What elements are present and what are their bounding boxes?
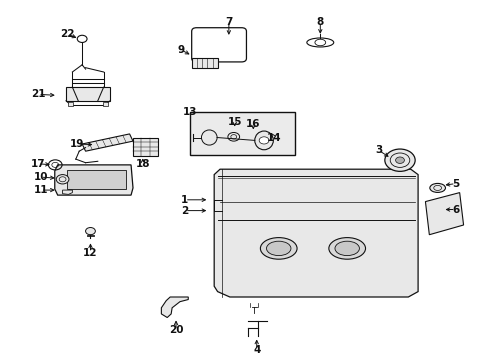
- Text: 14: 14: [266, 132, 281, 143]
- Text: 12: 12: [83, 248, 98, 258]
- Ellipse shape: [429, 184, 445, 192]
- Ellipse shape: [384, 149, 414, 171]
- Bar: [133, 138, 158, 156]
- Text: 4: 4: [252, 345, 260, 355]
- Ellipse shape: [334, 241, 359, 256]
- Polygon shape: [55, 165, 133, 195]
- Text: 10: 10: [33, 172, 48, 182]
- Polygon shape: [67, 170, 126, 189]
- Ellipse shape: [395, 157, 404, 163]
- Text: 7: 7: [224, 17, 232, 27]
- Text: 18: 18: [135, 159, 150, 169]
- Text: 21: 21: [31, 89, 45, 99]
- Polygon shape: [62, 190, 72, 194]
- Text: 5: 5: [451, 179, 458, 189]
- Text: 2: 2: [181, 206, 188, 216]
- Text: 11: 11: [33, 185, 48, 195]
- Ellipse shape: [266, 241, 290, 256]
- Text: 3: 3: [375, 145, 382, 156]
- Text: 6: 6: [451, 204, 458, 215]
- Ellipse shape: [260, 238, 296, 259]
- Circle shape: [259, 137, 268, 144]
- Bar: [192, 58, 217, 68]
- Circle shape: [56, 175, 69, 184]
- Text: 16: 16: [245, 119, 260, 129]
- Text: 20: 20: [168, 325, 183, 336]
- Text: 9: 9: [177, 45, 184, 55]
- Text: 1: 1: [181, 195, 188, 205]
- Bar: [66, 87, 110, 101]
- Ellipse shape: [201, 130, 217, 145]
- Polygon shape: [161, 297, 188, 318]
- Ellipse shape: [328, 238, 365, 259]
- Text: 17: 17: [31, 159, 45, 169]
- Bar: [68, 102, 73, 106]
- Text: 8: 8: [316, 17, 323, 27]
- Bar: [189, 112, 294, 155]
- Text: 13: 13: [182, 107, 197, 117]
- Circle shape: [85, 228, 95, 235]
- Circle shape: [230, 135, 236, 139]
- Ellipse shape: [254, 131, 273, 150]
- Polygon shape: [425, 193, 463, 235]
- Bar: [102, 102, 107, 106]
- Polygon shape: [82, 134, 133, 151]
- Text: 22: 22: [60, 29, 75, 39]
- Text: 19: 19: [70, 139, 84, 149]
- Text: 15: 15: [227, 117, 242, 127]
- Polygon shape: [214, 169, 417, 297]
